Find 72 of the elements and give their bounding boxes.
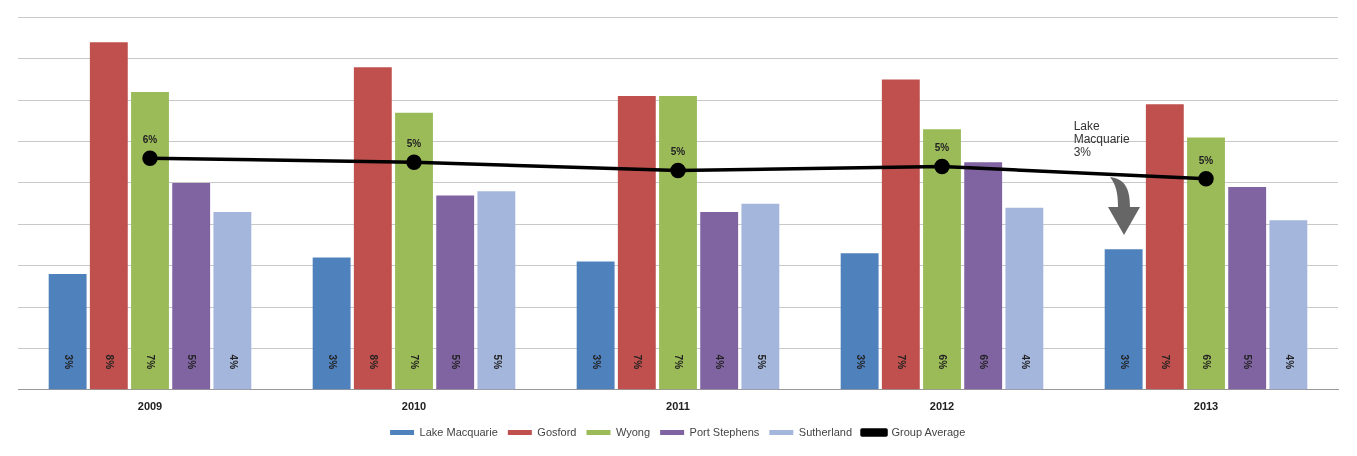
data-label: 5% [1198,154,1214,166]
x-tick-label: 2013 [1193,400,1219,413]
data-label: 7% [1160,354,1172,370]
data-label: 7% [632,354,644,370]
bar [1005,207,1044,390]
data-label: 5% [670,146,686,158]
bar [1228,187,1267,390]
data-label: 7% [673,354,685,370]
data-label: 7% [896,354,908,370]
data-label: 8% [368,354,380,370]
bar [576,261,615,390]
bar [131,91,169,390]
data-label: 3% [326,354,338,370]
bar [964,162,1003,390]
bar [395,112,433,390]
point [142,150,158,166]
point [1198,171,1214,187]
data-label: 6% [978,354,990,370]
bar [840,253,879,390]
data-label: 7% [145,354,157,370]
data-label: 5% [755,354,767,370]
point [406,154,422,171]
data-label: 4% [227,354,239,370]
legend-label: Lake Macquarie [419,425,498,438]
data-label: 4% [1019,354,1031,370]
x-tick-label: 2009 [137,400,163,413]
legend-label: Group Average [891,425,966,438]
bar [741,203,780,390]
bar [312,257,351,390]
data-label: 6% [142,133,158,145]
bar [48,273,87,390]
legend-label: Gosford [537,425,577,438]
legend-label: Wyong [615,425,651,438]
data-label: 5% [186,354,198,370]
data-label: 5% [406,138,422,150]
bar [172,182,211,390]
bar [659,96,697,390]
data-label: 5% [450,354,462,370]
legend-label: Port Stephens [689,425,760,438]
x-tick-label: 2011 [666,400,690,413]
x-tick-label: 2010 [401,400,427,413]
bar [1269,220,1308,390]
data-label: 5% [934,142,950,154]
bar [353,67,392,390]
data-label: 5% [491,354,503,370]
data-label: 6% [1201,354,1213,370]
bar [923,129,961,390]
bar [1145,104,1184,390]
annotation: Lake Macquarie 3% [1073,119,1130,160]
data-label: 4% [1283,354,1295,370]
point [934,158,950,175]
bar [700,211,739,390]
bar [89,42,128,390]
bar [617,96,656,390]
bar [436,195,475,390]
data-label: 8% [104,354,116,370]
data-label: 4% [714,354,726,370]
data-label: 6% [937,354,949,370]
bar [477,191,516,390]
data-label: 5% [1242,354,1254,370]
legend-label: Sutherland [798,425,853,438]
bar [1104,249,1143,390]
bar [1187,137,1225,390]
data-label: 7% [409,354,421,370]
bar [213,211,252,390]
x-tick-label: 2012 [929,400,955,413]
data-label: 3% [62,354,74,370]
data-label: 3% [590,354,602,370]
bar [881,79,920,390]
data-label: 3% [854,354,866,370]
data-label: 3% [1118,354,1130,370]
point [670,162,686,179]
